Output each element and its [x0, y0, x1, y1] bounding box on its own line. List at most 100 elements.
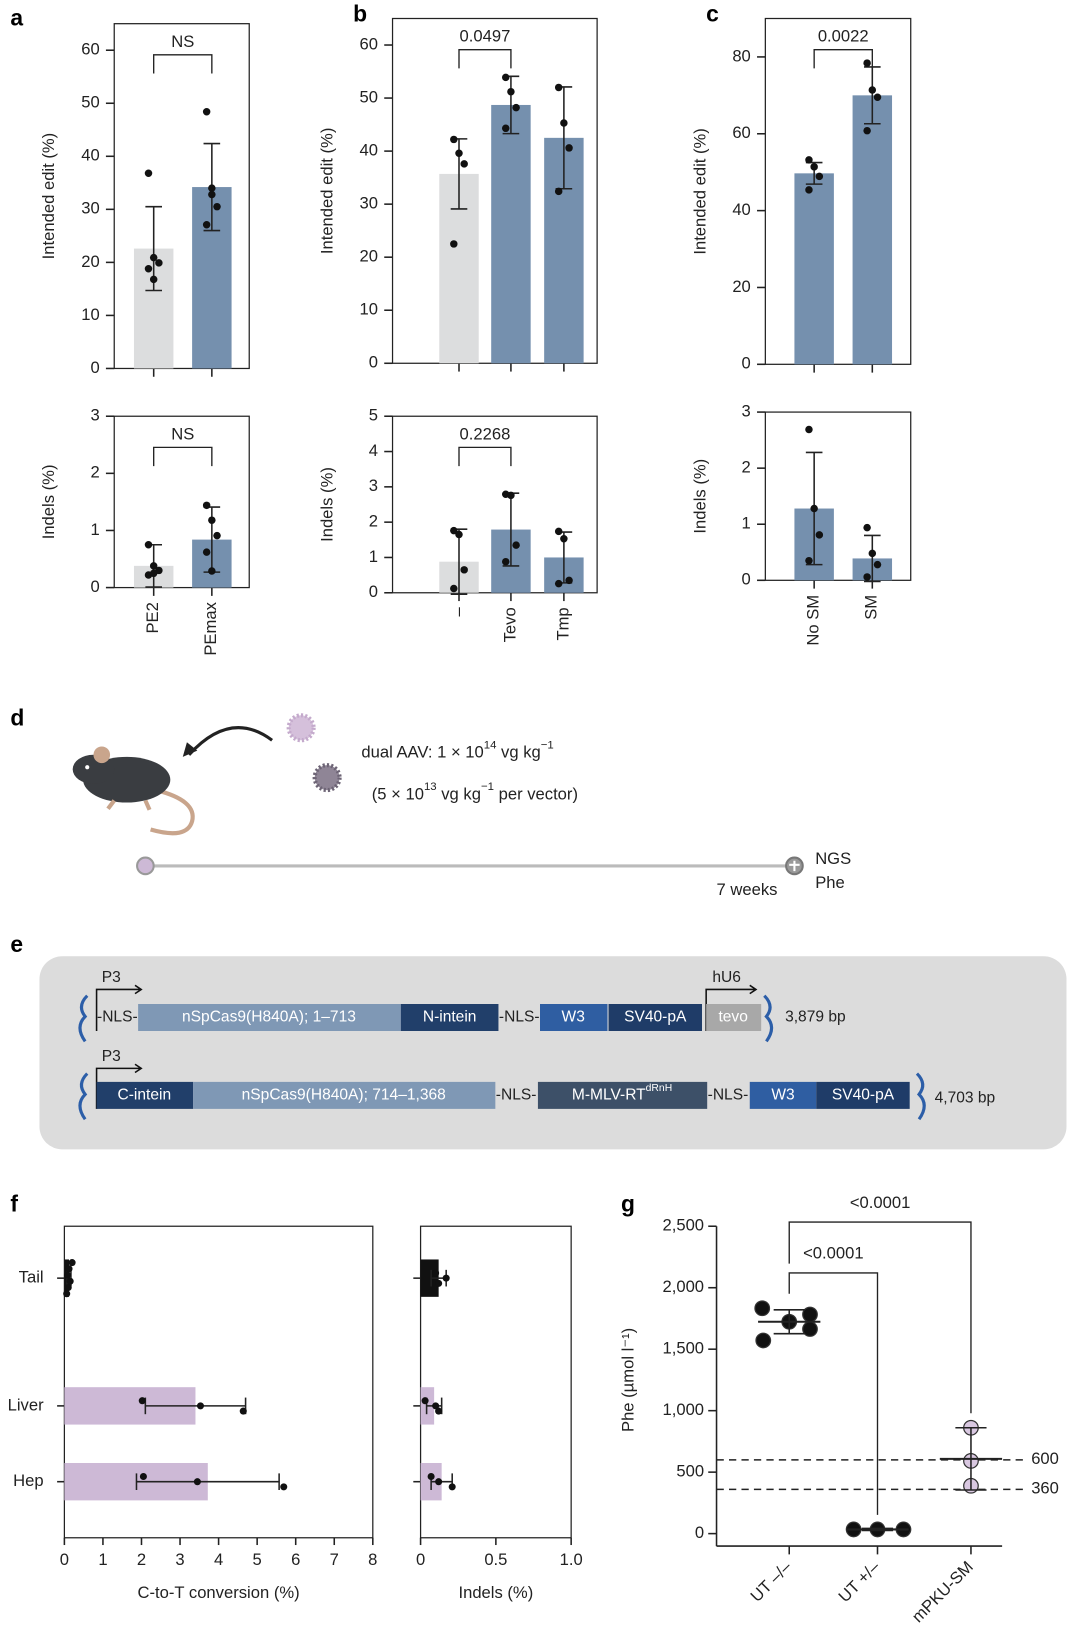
significance-label: 0.2268 [460, 424, 511, 443]
y-tick-label: 3 [742, 401, 751, 420]
data-point [560, 535, 568, 543]
dose-unit-exponent: −1 [481, 781, 494, 793]
panel-e: e P3 hU6 P3 -NLS- nSpCas9(H840A); 1–713 … [10, 931, 1067, 1150]
data-point [139, 1472, 147, 1481]
data-point [863, 523, 871, 532]
y-tick-label: 3 [369, 476, 378, 495]
y-axis-label: Indels (%) [690, 459, 709, 534]
data-point [554, 83, 563, 92]
x-tick-label: 7 [330, 1550, 339, 1569]
data-point [421, 1397, 429, 1405]
significance-bracket [788, 1221, 972, 1414]
plot-frame [764, 17, 912, 365]
data-point [450, 526, 458, 535]
data-point [755, 1332, 772, 1349]
x-tick-label: 8 [368, 1550, 377, 1569]
y-tick-label: 4 [369, 441, 378, 460]
data-point [802, 1321, 818, 1337]
data-point [149, 562, 158, 570]
x-tick-label: 6 [291, 1550, 300, 1569]
x-tick-label: UT +/– [835, 1557, 884, 1606]
x-axis-label: Indels (%) [458, 1583, 533, 1602]
arrowhead [182, 742, 198, 757]
y-axis-label: Indels (%) [318, 467, 337, 542]
x-tick-label: UT –/– [747, 1557, 796, 1606]
element: nSpCas9(H840A); 714–1,368 [242, 1086, 446, 1103]
y-tick-label: 0 [742, 570, 751, 589]
significance-bracket [813, 48, 873, 69]
significance-bracket [788, 1272, 879, 1515]
dose-suffix: per vector) [494, 785, 578, 804]
x-tick-label: PE2 [143, 602, 162, 633]
y-tick-label: Liver [8, 1395, 44, 1414]
aav-icon [286, 713, 316, 743]
x-tick-label: 4 [214, 1550, 223, 1569]
y-tick-label: 500 [676, 1462, 704, 1481]
significance-bracket [458, 48, 512, 69]
bar [794, 173, 834, 365]
data-point [863, 126, 871, 135]
dose-unit: vg kg [437, 785, 481, 804]
y-tick-label: 0 [695, 1523, 704, 1542]
significance-bracket [458, 446, 512, 467]
bar [420, 1259, 439, 1297]
data-point [63, 1290, 71, 1298]
x-tick-label: 3 [175, 1550, 184, 1569]
data-point [65, 1265, 73, 1273]
duration: 7 weeks [717, 880, 778, 899]
data-point [507, 491, 515, 500]
x-tick-label: Tmp [553, 607, 572, 640]
data-point [868, 549, 877, 558]
y-tick-label: 30 [81, 199, 99, 218]
data-point [455, 149, 463, 157]
x-tick-label: 0.5 [484, 1550, 507, 1569]
linker: -NLS- [496, 1086, 537, 1103]
y-tick-label: 30 [360, 194, 378, 213]
data-point [149, 253, 158, 262]
y-tick-label: 2,000 [662, 1277, 704, 1296]
y-tick-label: 1 [742, 514, 751, 533]
data-point [448, 1483, 456, 1491]
data-point [873, 560, 882, 569]
y-tick-label: 1 [90, 520, 99, 539]
y-tick-label: 20 [81, 252, 99, 271]
y-tick-label: 50 [360, 87, 378, 106]
plot-frame [419, 1225, 572, 1539]
dose: (5 × 10 [372, 785, 424, 804]
y-tick-label: 80 [732, 46, 750, 65]
dose-per-vector-text: (5 × 1013 vg kg−1 per vector) [372, 781, 578, 804]
y-axis-label: Intended edit (%) [318, 128, 337, 254]
data-point [435, 1407, 443, 1415]
y-tick-label: 40 [732, 200, 750, 219]
aav-icon [312, 763, 342, 793]
construct-size: 3,879 bp [785, 1009, 846, 1026]
significance-label: <0.0001 [803, 1244, 864, 1263]
data-point [196, 1402, 205, 1410]
data-point [239, 1407, 247, 1415]
x-tick-label: 0 [60, 1550, 69, 1569]
promoter: hU6 [712, 969, 741, 986]
x-tick-label: PEmax [201, 601, 220, 655]
promoter: P3 [102, 1048, 121, 1065]
y-tick-label: 1,000 [662, 1400, 704, 1419]
element: tevo [718, 1009, 747, 1026]
data-point [810, 163, 818, 171]
y-tick-label: 20 [360, 247, 378, 266]
panel-label: e [10, 931, 23, 957]
timeline-start [136, 856, 155, 876]
data-point [450, 135, 458, 144]
significance-label: 0.0022 [818, 27, 869, 46]
y-tick-label: 2 [742, 458, 751, 477]
x-tick-label: 5 [253, 1550, 262, 1569]
data-point [432, 1402, 440, 1410]
data-point [193, 1478, 201, 1486]
y-tick-label: Hep [13, 1471, 43, 1490]
bar [491, 104, 531, 364]
x-tick-label: – [448, 607, 467, 617]
element: nSpCas9(H840A); 1–713 [182, 1009, 356, 1026]
dose-exponent: 13 [424, 781, 437, 793]
panel-label: c [706, 0, 719, 26]
x-tick-label: 1 [98, 1550, 107, 1569]
plot-frame [764, 411, 912, 581]
